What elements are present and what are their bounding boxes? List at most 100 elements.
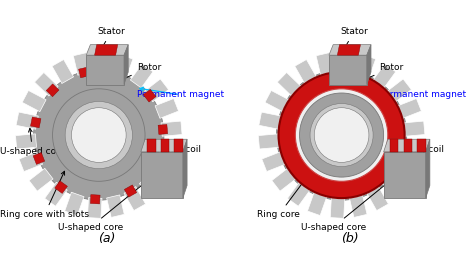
Polygon shape xyxy=(55,181,67,193)
Polygon shape xyxy=(387,79,411,102)
Polygon shape xyxy=(258,134,279,149)
Polygon shape xyxy=(383,152,426,198)
Polygon shape xyxy=(329,45,371,55)
Polygon shape xyxy=(79,67,90,78)
Text: Ring core: Ring core xyxy=(257,174,310,219)
Polygon shape xyxy=(150,159,162,171)
Polygon shape xyxy=(147,139,155,152)
Polygon shape xyxy=(88,198,102,218)
Polygon shape xyxy=(161,121,182,136)
Text: U-shaped core: U-shaped core xyxy=(0,128,65,156)
Text: U-shaped core: U-shaped core xyxy=(301,182,389,232)
Polygon shape xyxy=(398,99,421,118)
Polygon shape xyxy=(183,139,187,198)
Polygon shape xyxy=(330,198,345,218)
Text: Ring coil: Ring coil xyxy=(145,145,201,165)
Polygon shape xyxy=(22,91,46,112)
Polygon shape xyxy=(141,139,187,152)
Circle shape xyxy=(276,70,407,200)
Polygon shape xyxy=(373,64,396,88)
Text: Ring coil: Ring coil xyxy=(387,145,444,165)
Polygon shape xyxy=(174,139,183,152)
Polygon shape xyxy=(265,91,289,112)
Circle shape xyxy=(65,101,132,169)
Polygon shape xyxy=(52,59,73,84)
Polygon shape xyxy=(262,152,285,172)
Polygon shape xyxy=(19,152,43,172)
Polygon shape xyxy=(124,187,146,211)
Polygon shape xyxy=(30,117,41,128)
Polygon shape xyxy=(114,55,133,78)
Polygon shape xyxy=(349,195,367,217)
Polygon shape xyxy=(403,139,412,152)
Circle shape xyxy=(295,89,388,181)
Polygon shape xyxy=(390,139,398,152)
Polygon shape xyxy=(124,185,137,197)
Polygon shape xyxy=(159,141,182,158)
Polygon shape xyxy=(33,152,45,164)
Polygon shape xyxy=(130,64,153,88)
Polygon shape xyxy=(35,72,58,96)
Polygon shape xyxy=(107,195,124,217)
Polygon shape xyxy=(404,121,425,136)
Text: Rotor: Rotor xyxy=(362,63,404,81)
Polygon shape xyxy=(367,187,388,211)
Polygon shape xyxy=(96,52,110,72)
Polygon shape xyxy=(95,45,118,55)
Polygon shape xyxy=(64,192,84,215)
Text: Permanent magnet: Permanent magnet xyxy=(137,87,224,99)
Polygon shape xyxy=(155,99,179,118)
Text: (a): (a) xyxy=(99,232,116,245)
Circle shape xyxy=(53,89,145,181)
Polygon shape xyxy=(402,141,424,158)
Polygon shape xyxy=(259,112,281,129)
Text: (b): (b) xyxy=(341,232,359,245)
Polygon shape xyxy=(272,168,296,191)
Polygon shape xyxy=(145,79,169,102)
Text: Stator: Stator xyxy=(98,27,125,50)
Text: Stator: Stator xyxy=(340,27,368,50)
Text: U-shaped core: U-shaped core xyxy=(58,182,146,232)
Polygon shape xyxy=(46,84,59,97)
Polygon shape xyxy=(287,182,310,206)
Circle shape xyxy=(300,93,383,177)
Polygon shape xyxy=(91,195,100,204)
Polygon shape xyxy=(16,112,38,129)
Polygon shape xyxy=(152,158,175,180)
Polygon shape xyxy=(356,55,376,78)
Polygon shape xyxy=(29,168,53,191)
Polygon shape xyxy=(16,134,36,149)
Polygon shape xyxy=(417,139,426,152)
Circle shape xyxy=(34,70,164,200)
Polygon shape xyxy=(308,192,327,215)
Polygon shape xyxy=(139,174,163,198)
Polygon shape xyxy=(158,124,168,135)
Text: Rotor: Rotor xyxy=(119,63,161,81)
Polygon shape xyxy=(367,45,371,85)
Polygon shape xyxy=(124,45,128,85)
Polygon shape xyxy=(86,55,124,85)
Polygon shape xyxy=(115,69,126,80)
Polygon shape xyxy=(382,174,406,198)
Polygon shape xyxy=(73,53,91,75)
Polygon shape xyxy=(141,152,183,198)
Polygon shape xyxy=(426,139,430,198)
Polygon shape xyxy=(383,139,430,152)
Circle shape xyxy=(72,108,126,162)
Polygon shape xyxy=(45,182,67,206)
Polygon shape xyxy=(394,158,418,180)
Polygon shape xyxy=(277,72,301,96)
Polygon shape xyxy=(295,59,316,84)
Polygon shape xyxy=(86,45,128,55)
Text: Ring core with slots: Ring core with slots xyxy=(0,171,89,219)
Polygon shape xyxy=(329,55,367,85)
Circle shape xyxy=(310,103,373,167)
Polygon shape xyxy=(337,45,361,55)
Polygon shape xyxy=(338,52,353,72)
Circle shape xyxy=(314,108,369,162)
Circle shape xyxy=(279,72,405,198)
Text: Permanent magnet: Permanent magnet xyxy=(374,88,466,99)
Polygon shape xyxy=(143,89,156,102)
Polygon shape xyxy=(316,53,334,75)
Polygon shape xyxy=(161,139,169,152)
